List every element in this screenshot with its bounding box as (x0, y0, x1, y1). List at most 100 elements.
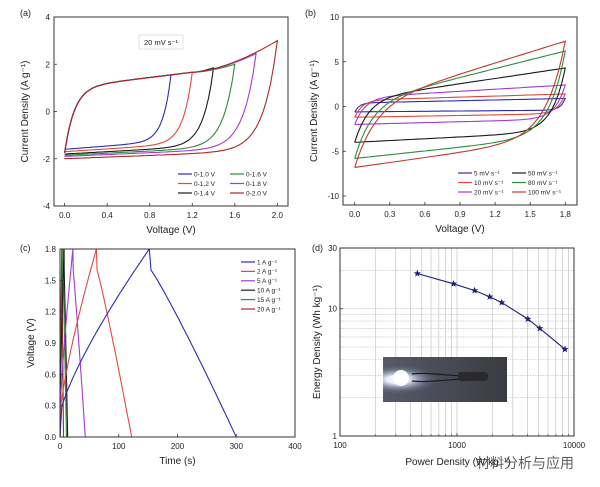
x-tick-label: 300 (230, 442, 244, 451)
watermark: 材料分析与应用 (476, 455, 574, 472)
x-tick-label: 0.4 (102, 211, 114, 220)
x-tick-label: 1.6 (229, 211, 241, 220)
x-axis-label: Voltage (V) (435, 224, 484, 235)
legend-label: 10 A g⁻¹ (257, 288, 282, 295)
data-point-star (498, 298, 506, 306)
x-tick-label: 200 (171, 442, 185, 451)
legend-label: 50 mV s⁻¹ (528, 170, 558, 177)
x-tick-label: 100 (333, 441, 347, 450)
x-tick-label: 1000 (448, 441, 466, 450)
x-axis-label: Power Density (W kg⁻¹) (405, 457, 510, 468)
panel-label: (b) (305, 8, 316, 18)
legend-label: 0-1.0 V (194, 171, 216, 178)
ragone-line (417, 272, 566, 350)
legend-label: 100 mV s⁻¹ (528, 189, 562, 196)
legend-label: 2 A g⁻¹ (257, 269, 278, 276)
x-tick-label: 0.9 (454, 210, 466, 219)
x-tick-label: 1.8 (560, 210, 572, 219)
y-tick-label: 0 (46, 108, 51, 117)
gcd-curve (60, 249, 133, 437)
y-tick-label: 0.9 (45, 339, 57, 348)
y-tick-label: 1.8 (45, 245, 57, 254)
gcd-curve (60, 249, 86, 437)
gcd-curves (60, 249, 237, 437)
y-tick-label: 10 (328, 305, 337, 314)
y-axis-label: Current Density (A g⁻¹) (20, 61, 31, 163)
data-point-star (486, 293, 494, 300)
y-tick-label: 30 (328, 244, 337, 253)
panel-d: (d) 100 1000 10000 1 10 30 Power Density (W kg⁻… (312, 243, 586, 468)
annotation-box (138, 34, 184, 50)
cv-curve (354, 84, 567, 125)
y-tick-label: 0.0 (45, 433, 57, 442)
y-tick-label: 1.2 (45, 308, 57, 317)
legend-label: 20 A g⁻¹ (257, 306, 282, 313)
cv-curve (64, 39, 279, 160)
cv-curve (354, 50, 567, 159)
y-axis-label: Energy Density (Wh kg⁻¹) (312, 285, 323, 399)
y-tick-label: 5 (335, 58, 340, 67)
gcd-curve (60, 249, 237, 437)
panel-c: (c) 0 100 200 300 400 0.0 0.3 0.6 0.9 1.2 1.5 1.8 Tim… (20, 243, 302, 467)
cv-curve (64, 74, 172, 153)
y-tick-label: -5 (332, 147, 340, 156)
y-tick-label: -2 (43, 155, 51, 164)
x-tick-label: 10000 (563, 441, 586, 450)
y-tick-label: -10 (327, 192, 339, 201)
legend-label: 0-1.8 V (246, 181, 268, 188)
x-tick-label: 0.6 (419, 210, 431, 219)
y-tick-label: 0 (335, 103, 340, 112)
x-tick-label: 0.0 (349, 210, 361, 219)
y-tick-label: 0.6 (45, 370, 57, 379)
y-tick-label: 0.3 (45, 402, 57, 411)
legend-label: 10 mV s⁻¹ (474, 180, 504, 187)
data-point-star (524, 315, 532, 323)
panel-b: (b) 0.0 0.3 0.6 0.9 1.2 1.5 1.8 -10 -5 0 5 10 Voltage… (305, 8, 578, 235)
x-tick-label: 400 (288, 442, 302, 451)
data-point-star (536, 324, 544, 332)
legend-label: 1 A g⁻¹ (257, 259, 278, 266)
cv-curve (354, 93, 567, 118)
device-body (458, 372, 488, 381)
legend-label: 15 A g⁻¹ (257, 297, 282, 304)
legend-label: 20 mV s⁻¹ (474, 189, 504, 196)
panel-label: (d) (312, 243, 323, 253)
led-icon (393, 370, 409, 386)
x-tick-label: 0.8 (144, 211, 156, 220)
legend-label: 0-2.0 V (246, 190, 268, 197)
panel-label: (a) (20, 8, 31, 18)
x-tick-label: 100 (112, 442, 126, 451)
y-tick-label: 4 (46, 13, 51, 22)
cv-curve (64, 71, 193, 153)
y-tick-label: 10 (330, 13, 339, 22)
x-tick-label: 0.0 (59, 211, 71, 220)
x-tick-label: 1.2 (187, 211, 199, 220)
panel-label: (c) (20, 243, 31, 253)
y-tick-label: 2 (46, 60, 51, 69)
panel-a: (a) 0.0 0.4 0.8 1.2 1.6 2.0 -4 -2 0 2 4 Voltage (V) C… (20, 8, 289, 236)
scan-rate-annotation: 20 mV s⁻¹ (144, 38, 178, 47)
data-point-star (413, 269, 421, 277)
legend-label: 0-1.4 V (194, 190, 216, 197)
data-point-star (561, 345, 569, 353)
x-tick-label: 1.2 (490, 210, 502, 219)
legend-label: 0-1.6 V (246, 171, 268, 178)
inset-photo (383, 357, 507, 402)
cv-curve (354, 97, 567, 113)
data-point-star (449, 280, 458, 287)
x-axis-label: Time (s) (159, 456, 195, 467)
legend-label: 0-1.2 V (194, 181, 216, 188)
x-tick-label: 2.0 (272, 211, 284, 220)
cv-curve (354, 67, 567, 143)
cv-curve (354, 40, 567, 168)
legend-label: 5 mV s⁻¹ (474, 170, 501, 177)
legend-label: 5 A g⁻¹ (257, 278, 278, 285)
x-tick-label: 1.5 (525, 210, 537, 219)
data-point-star (471, 286, 479, 294)
y-axis-label: Current Density (A g⁻¹) (309, 60, 320, 162)
y-axis-label: Voltage (V) (26, 318, 37, 367)
y-tick-label: 1 (333, 432, 338, 441)
x-axis-label: Voltage (V) (146, 225, 195, 236)
x-tick-label: 0 (58, 442, 63, 451)
